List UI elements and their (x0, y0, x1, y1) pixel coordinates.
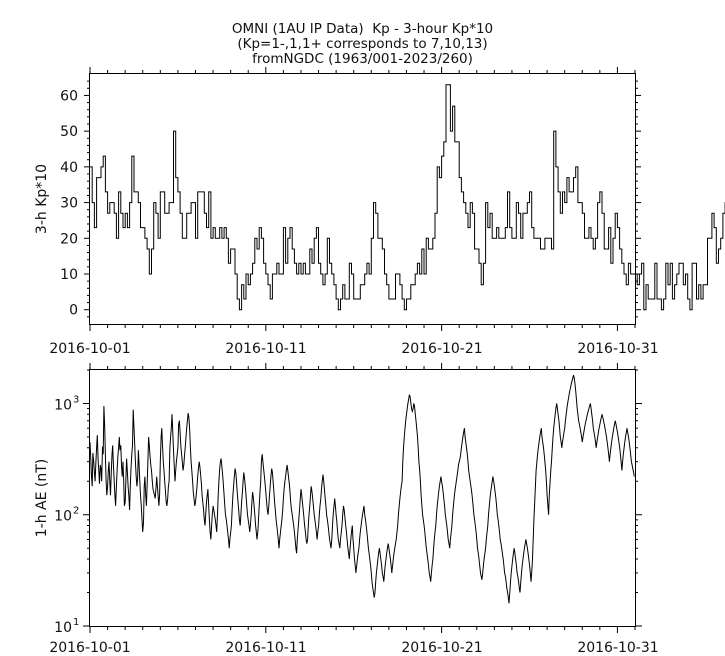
ae-plot-frame (89, 369, 636, 627)
kp-y-tick-label: 40 (60, 160, 78, 176)
ae-x-ticks (89, 363, 636, 633)
kp-x-tick-label-2: 2016-10-11 (225, 341, 306, 357)
ae-y-tick-exponent: 2 (73, 506, 79, 517)
kp-y-ticks: 0 10 20 30 40 50 60 (60, 80, 641, 319)
ae-series-line (89, 374, 635, 604)
ae-y-tick-exponent: 3 (73, 394, 79, 405)
kp-y-tick-label: 20 (60, 231, 78, 247)
ae-y-axis-label: 1-h AE (nT) (34, 459, 50, 538)
kp-y-tick-label: 0 (69, 303, 78, 319)
ae-x-tick-label-2: 2016-10-11 (225, 640, 306, 656)
kp-y-tick-label: 50 (60, 124, 78, 140)
kp-plot-frame (89, 73, 636, 325)
kp-y-tick-label: 30 (60, 196, 78, 212)
ae-x-tick-label-4: 2016-10-31 (577, 640, 658, 656)
kp-y-axis-label: 3-h Kp*10 (34, 164, 50, 234)
kp-x-tick-label-3: 2016-10-21 (401, 341, 482, 357)
title-line-1: OMNI (1AU IP Data) Kp - 3-hour Kp*10 (231, 21, 494, 37)
ae-y-tick-exponent: 1 (73, 617, 79, 628)
ae-x-tick-label-3: 2016-10-21 (401, 640, 482, 656)
kp-panel: 3-h Kp*10 0 10 20 30 40 50 60 2016-10-01 2016-… (34, 67, 725, 357)
kp-x-tick-label-4: 2016-10-31 (577, 341, 658, 357)
kp-y-tick-label: 60 (60, 88, 78, 104)
title-line-2: (Kp=1-,1,1+ corresponds to 7,10,13) (237, 36, 488, 52)
kp-x-ticks (89, 67, 636, 331)
kp-y-tick-label: 10 (60, 267, 78, 283)
title-line-3: fromNGDC (1963/001-2023/260) (252, 51, 473, 67)
kp-series-line (90, 84, 725, 311)
kp-x-tick-label-1: 2016-10-01 (49, 341, 130, 357)
ae-y-tick-label: 10 (54, 397, 72, 413)
ae-x-tick-label-1: 2016-10-01 (49, 640, 130, 656)
ae-y-tick-label: 10 (54, 509, 72, 525)
ae-y-tick-label: 10 (54, 620, 72, 636)
